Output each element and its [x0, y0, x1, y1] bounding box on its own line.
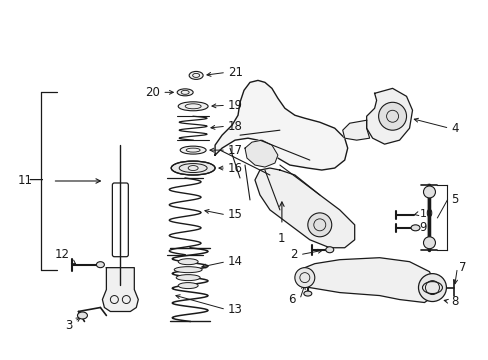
Ellipse shape	[410, 225, 419, 231]
Text: —: —	[29, 171, 43, 186]
Ellipse shape	[177, 89, 193, 96]
Ellipse shape	[178, 283, 198, 289]
Text: 13: 13	[227, 303, 243, 316]
Polygon shape	[244, 140, 277, 167]
Circle shape	[294, 268, 314, 288]
Ellipse shape	[77, 312, 87, 319]
Text: 10: 10	[419, 209, 433, 219]
Ellipse shape	[178, 102, 208, 111]
Text: 20: 20	[145, 86, 160, 99]
Circle shape	[418, 274, 446, 302]
Text: 8: 8	[450, 295, 458, 308]
Text: 15: 15	[227, 208, 243, 221]
Polygon shape	[366, 88, 412, 144]
Text: 2: 2	[290, 248, 297, 261]
Ellipse shape	[174, 267, 202, 273]
Text: 12: 12	[55, 248, 70, 261]
Text: 9: 9	[419, 221, 426, 234]
Ellipse shape	[189, 71, 203, 80]
Text: 3: 3	[65, 319, 72, 332]
Circle shape	[378, 102, 406, 130]
Circle shape	[423, 186, 435, 198]
Text: 4: 4	[450, 122, 458, 135]
Text: 18: 18	[227, 120, 243, 133]
Text: 11: 11	[18, 175, 33, 188]
Ellipse shape	[303, 291, 311, 296]
Ellipse shape	[178, 259, 198, 265]
Polygon shape	[342, 120, 369, 140]
Text: 7: 7	[458, 261, 466, 274]
Text: 16: 16	[227, 162, 243, 175]
Text: 17: 17	[227, 144, 243, 157]
Ellipse shape	[176, 275, 200, 280]
Circle shape	[423, 237, 435, 249]
Text: 1: 1	[278, 232, 285, 245]
Text: 14: 14	[227, 255, 243, 268]
Polygon shape	[215, 80, 347, 170]
Text: 19: 19	[227, 99, 243, 112]
Circle shape	[307, 213, 331, 237]
Ellipse shape	[180, 146, 205, 154]
Polygon shape	[254, 168, 354, 248]
Text: 21: 21	[227, 66, 243, 79]
Ellipse shape	[325, 247, 333, 253]
Ellipse shape	[171, 161, 215, 175]
Polygon shape	[102, 268, 138, 311]
Text: 6: 6	[288, 293, 295, 306]
Text: 5: 5	[450, 193, 458, 206]
Polygon shape	[299, 258, 433, 302]
Ellipse shape	[96, 262, 104, 268]
